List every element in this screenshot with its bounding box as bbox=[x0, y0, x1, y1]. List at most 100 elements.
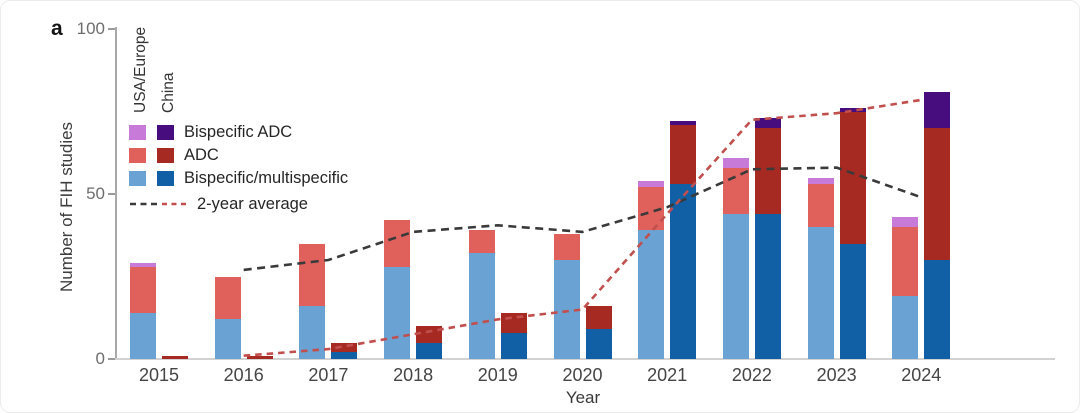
bar-segment bbox=[924, 128, 951, 260]
bar-segment bbox=[416, 326, 443, 343]
bar-segment bbox=[162, 355, 188, 359]
x-tick-label: 2021 bbox=[647, 365, 688, 385]
legend-swatch-icon bbox=[129, 148, 146, 163]
legend-row-adc: ADC bbox=[129, 144, 348, 167]
legend-swatch-icon bbox=[129, 125, 146, 140]
bar-china-2015 bbox=[162, 355, 188, 359]
y-tick-mark bbox=[108, 193, 115, 195]
x-tick-label: 2022 bbox=[731, 365, 772, 385]
bar-segment bbox=[130, 263, 156, 267]
legend-swatch-icon bbox=[157, 125, 174, 140]
bar-segment bbox=[722, 167, 749, 214]
bar-segment bbox=[892, 296, 919, 359]
legend-swatch-icon bbox=[129, 171, 146, 186]
bar-segment bbox=[500, 312, 527, 333]
x-axis-title: Year bbox=[565, 388, 601, 407]
legend-row-label: Bispecific ADC bbox=[184, 123, 293, 141]
bar-usa-europe-2016 bbox=[214, 276, 241, 359]
bar-segment bbox=[130, 312, 156, 359]
x-tick-label: 2024 bbox=[901, 365, 942, 385]
legend-row-bispecific-multispecific: Bispecific/multispecific bbox=[129, 167, 348, 190]
bar-segment bbox=[384, 220, 411, 267]
bar-segment bbox=[807, 227, 834, 359]
bar-segment bbox=[892, 217, 919, 228]
bar-usa-europe-2024 bbox=[892, 217, 919, 359]
bar-usa-europe-2019 bbox=[468, 230, 495, 359]
bar-segment bbox=[384, 266, 411, 359]
legend-line-label: 2-year average bbox=[197, 194, 308, 213]
bar-segment bbox=[924, 260, 951, 359]
legend: Bispecific ADC ADC Bispecific/multispecifi… bbox=[129, 121, 348, 190]
bar-segment bbox=[331, 342, 358, 353]
x-tick-label: 2019 bbox=[477, 365, 518, 385]
bar-segment bbox=[892, 227, 919, 297]
x-tick-label: 2015 bbox=[138, 365, 180, 385]
bar-segment bbox=[416, 342, 443, 359]
bar-segment bbox=[722, 213, 749, 359]
plot-area bbox=[116, 29, 1046, 359]
bar-china-2018 bbox=[416, 326, 443, 359]
legend-row-bispecific-adc: Bispecific ADC bbox=[129, 121, 348, 144]
bar-segment bbox=[754, 213, 781, 359]
x-tick-label: 2017 bbox=[308, 365, 349, 385]
bar-china-2023 bbox=[839, 108, 866, 359]
bar-segment bbox=[246, 355, 273, 359]
bar-segment bbox=[585, 329, 612, 359]
bar-usa-europe-2022 bbox=[722, 157, 749, 359]
bar-segment bbox=[500, 332, 527, 359]
bar-segment bbox=[807, 177, 834, 185]
legend-row-label: ADC bbox=[184, 146, 219, 164]
bar-segment bbox=[468, 253, 495, 359]
x-tick-label: 2023 bbox=[816, 365, 857, 385]
bar-segment bbox=[214, 276, 241, 320]
bar-segment bbox=[553, 233, 580, 260]
legend-row-label: Bispecific/multispecific bbox=[184, 169, 349, 187]
x-tick-label: 2016 bbox=[223, 365, 264, 385]
bar-usa-europe-2017 bbox=[299, 243, 326, 359]
bar-segment bbox=[670, 184, 697, 359]
bar-segment bbox=[130, 266, 156, 313]
x-tick-label: 2020 bbox=[562, 365, 603, 385]
bar-segment bbox=[468, 230, 495, 254]
bar-segment bbox=[638, 230, 665, 359]
bar-segment bbox=[839, 111, 866, 244]
bar-segment bbox=[638, 180, 665, 188]
bar-segment bbox=[331, 352, 358, 359]
bar-segment bbox=[299, 306, 326, 359]
bar-usa-europe-2023 bbox=[807, 177, 834, 359]
dashed-line-sample-icon bbox=[130, 202, 189, 206]
y-tick-label: 100 bbox=[76, 19, 105, 38]
bar-segment bbox=[638, 187, 665, 231]
bar-segment bbox=[214, 319, 241, 359]
y-tick-mark bbox=[108, 28, 115, 30]
bar-segment bbox=[839, 243, 866, 359]
bar-segment bbox=[670, 124, 697, 185]
bar-china-2017 bbox=[331, 342, 358, 359]
y-axis-title: Number of FIH studies bbox=[57, 121, 76, 292]
y-tick-label: 0 bbox=[95, 349, 105, 368]
x-axis-line bbox=[115, 358, 1055, 360]
bar-segment bbox=[754, 128, 781, 214]
legend-swatch-icon bbox=[157, 171, 174, 186]
bar-usa-europe-2020 bbox=[553, 233, 580, 359]
bar-china-2022 bbox=[754, 118, 781, 359]
bar-segment bbox=[924, 91, 951, 128]
bar-segment bbox=[585, 306, 612, 330]
legend-swatch-icon bbox=[157, 148, 174, 163]
y-tick-label: 50 bbox=[86, 184, 105, 203]
bar-segment bbox=[722, 157, 749, 168]
y-axis-line bbox=[115, 27, 117, 360]
legend-column-china: China bbox=[160, 72, 177, 114]
x-tick-label: 2018 bbox=[393, 365, 434, 385]
bar-segment bbox=[807, 184, 834, 227]
bar-china-2024 bbox=[924, 91, 951, 359]
bar-usa-europe-2021 bbox=[638, 180, 665, 359]
bar-usa-europe-2018 bbox=[384, 220, 411, 359]
legend-column-usa-europe: USA/Europe bbox=[132, 26, 149, 113]
bar-china-2016 bbox=[246, 355, 273, 359]
legend-line-entry: 2-year average bbox=[129, 195, 308, 213]
panel-label: a bbox=[51, 17, 63, 40]
bar-segment bbox=[299, 243, 326, 307]
bar-china-2019 bbox=[500, 312, 527, 359]
